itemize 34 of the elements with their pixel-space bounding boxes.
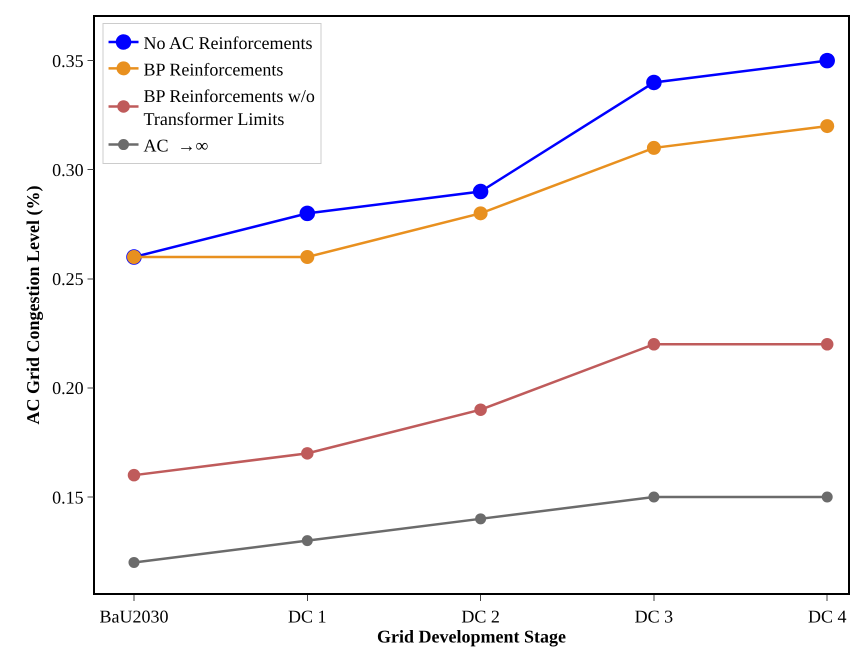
- y-axis-title: AC Grid Congestion Level (%): [22, 186, 43, 424]
- legend-label: No AC Reinforcements: [144, 32, 313, 53]
- y-tick-label: 0.30: [52, 160, 84, 180]
- x-tick-label: DC 3: [634, 606, 674, 626]
- y-tick-label: 0.25: [52, 269, 84, 290]
- x-tick-label: DC 1: [288, 606, 327, 626]
- point: [648, 492, 660, 502]
- point: [300, 250, 314, 264]
- legend-label: AC →∞: [144, 136, 209, 156]
- y-tick-label: 0.20: [52, 378, 84, 398]
- point: [300, 206, 316, 222]
- point: [301, 447, 314, 460]
- legend-label: BP Reinforcements w/o Transformer Limits: [144, 86, 315, 130]
- point: [474, 206, 488, 220]
- point: [819, 52, 835, 68]
- point: [822, 492, 833, 502]
- x-tick-label: DC 4: [808, 606, 846, 626]
- point: [128, 556, 140, 568]
- x-axis-title: Grid Development Stage: [377, 626, 566, 646]
- point: [648, 338, 660, 351]
- y-tick-label: 0.35: [52, 50, 84, 71]
- x-tick-label: BaU2030: [99, 606, 168, 626]
- point: [474, 403, 487, 416]
- point: [128, 468, 140, 482]
- point: [820, 119, 834, 134]
- point: [646, 140, 661, 155]
- point: [820, 338, 834, 351]
- legend-label: BP Reinforcements: [144, 59, 284, 80]
- y-tick-label: 0.15: [52, 487, 84, 508]
- point: [475, 513, 486, 524]
- x-tick-label: DC 2: [461, 606, 500, 626]
- point: [302, 535, 313, 546]
- point: [646, 74, 662, 90]
- point: [472, 184, 488, 200]
